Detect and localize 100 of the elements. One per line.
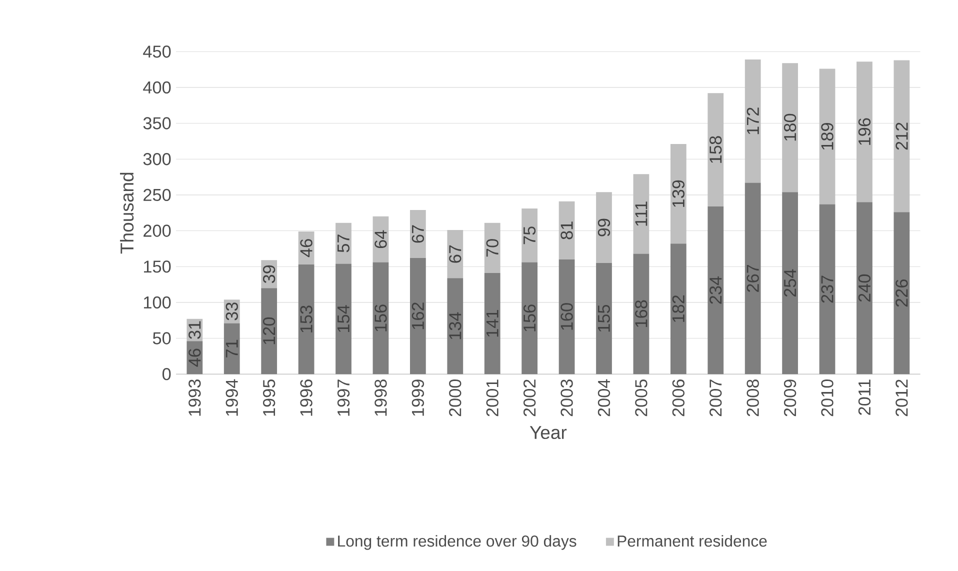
bar <box>894 60 910 212</box>
data-label: 158 <box>710 136 722 164</box>
data-label: 234 <box>710 276 722 304</box>
bar <box>596 192 612 264</box>
data-label: 67 <box>449 246 462 263</box>
data-label: 120 <box>262 318 276 344</box>
data-label: 134 <box>449 312 462 340</box>
x-tick-label: 2011 <box>858 380 871 416</box>
bar <box>708 206 724 374</box>
data-label: 182 <box>672 296 685 322</box>
data-label: 33 <box>226 302 238 320</box>
bar <box>558 202 575 260</box>
y-tick-label: 450 <box>143 46 171 58</box>
data-label: 155 <box>598 305 610 332</box>
data-label: 99 <box>598 218 610 236</box>
bar <box>596 263 612 374</box>
y-tick-label: 400 <box>143 82 171 94</box>
bar <box>782 63 798 192</box>
bar <box>484 273 500 374</box>
data-label: 240 <box>858 274 871 302</box>
data-label: 180 <box>784 114 796 141</box>
y-tick-label: 350 <box>143 117 171 130</box>
data-label: 46 <box>300 239 312 258</box>
data-label: 226 <box>896 280 908 307</box>
y-tick-label: 100 <box>144 296 171 309</box>
data-label: 172 <box>746 108 759 134</box>
legend-label: Permanent residence <box>618 535 767 547</box>
data-label: 70 <box>486 239 498 257</box>
data-label: 196 <box>858 118 871 146</box>
data-label: 31 <box>188 321 201 340</box>
y-tick-label: 300 <box>143 153 171 166</box>
bar <box>484 223 500 274</box>
data-label: 46 <box>188 349 201 367</box>
x-tick-label: 1999 <box>412 380 424 416</box>
bar <box>744 182 761 374</box>
x-tick-label: 2008 <box>746 380 759 416</box>
x-tick-label: 1995 <box>262 380 276 416</box>
data-label: 141 <box>486 310 498 337</box>
data-label: 189 <box>821 123 834 150</box>
bar <box>522 262 538 374</box>
x-tick-label: 2012 <box>896 380 908 416</box>
data-label: 267 <box>746 265 759 292</box>
data-label: 156 <box>523 304 536 332</box>
data-label: 139 <box>672 180 685 208</box>
x-tick-label: 2004 <box>598 379 610 416</box>
bar <box>633 254 650 374</box>
x-tick-label: 2005 <box>635 380 648 416</box>
data-label: 154 <box>338 305 350 332</box>
legend-label: Long term residence over 90 days <box>338 535 576 550</box>
x-tick-label: 2009 <box>784 380 796 416</box>
y-tick-label: 250 <box>144 189 171 202</box>
y-tick-label: 50 <box>152 332 171 345</box>
x-tick-label: 1993 <box>188 380 201 416</box>
bar <box>670 244 686 374</box>
bar <box>819 204 836 374</box>
data-label: 81 <box>560 222 573 240</box>
y-tick-label: 200 <box>144 224 171 238</box>
bar <box>670 144 686 244</box>
bar <box>410 258 426 374</box>
bar <box>856 62 872 202</box>
data-label: 237 <box>821 276 834 303</box>
bar <box>744 60 761 183</box>
bar <box>856 202 872 374</box>
y-tick-label: 0 <box>162 368 171 380</box>
bar <box>410 210 426 258</box>
data-label: 254 <box>784 269 796 297</box>
bar <box>224 323 240 374</box>
y-tick-label: 150 <box>144 260 171 273</box>
bar <box>298 264 314 374</box>
data-label: 39 <box>262 266 276 284</box>
x-tick-label: 2000 <box>449 380 462 416</box>
bar <box>447 230 464 278</box>
bar <box>894 212 910 374</box>
bar <box>782 192 798 374</box>
x-tick-label: 2002 <box>523 380 536 416</box>
x-tick-label: 1997 <box>337 380 350 416</box>
data-label: 156 <box>374 304 387 332</box>
bar <box>261 288 278 374</box>
data-label: 111 <box>635 202 648 226</box>
bar <box>447 278 464 374</box>
x-tick-label: 2003 <box>560 380 573 416</box>
data-label: 64 <box>374 230 387 248</box>
x-tick-label: 2001 <box>486 380 498 416</box>
bar <box>819 69 836 204</box>
bar <box>708 93 724 207</box>
data-label: 67 <box>412 226 424 243</box>
bar <box>372 262 389 374</box>
x-tick-label: 2007 <box>710 380 722 416</box>
x-tick-label: 1998 <box>374 380 387 416</box>
x-tick-label: 2006 <box>672 380 685 416</box>
bar <box>336 264 352 374</box>
x-tick-label: 1994 <box>226 379 238 416</box>
bar <box>633 174 650 254</box>
bar <box>522 208 538 263</box>
data-label: 71 <box>226 340 238 358</box>
x-axis-title: Year <box>530 426 567 440</box>
x-tick-label: 1996 <box>300 380 312 416</box>
data-label: 75 <box>524 226 536 244</box>
y-axis-title: Thousand <box>120 173 134 254</box>
data-label: 160 <box>560 303 573 330</box>
